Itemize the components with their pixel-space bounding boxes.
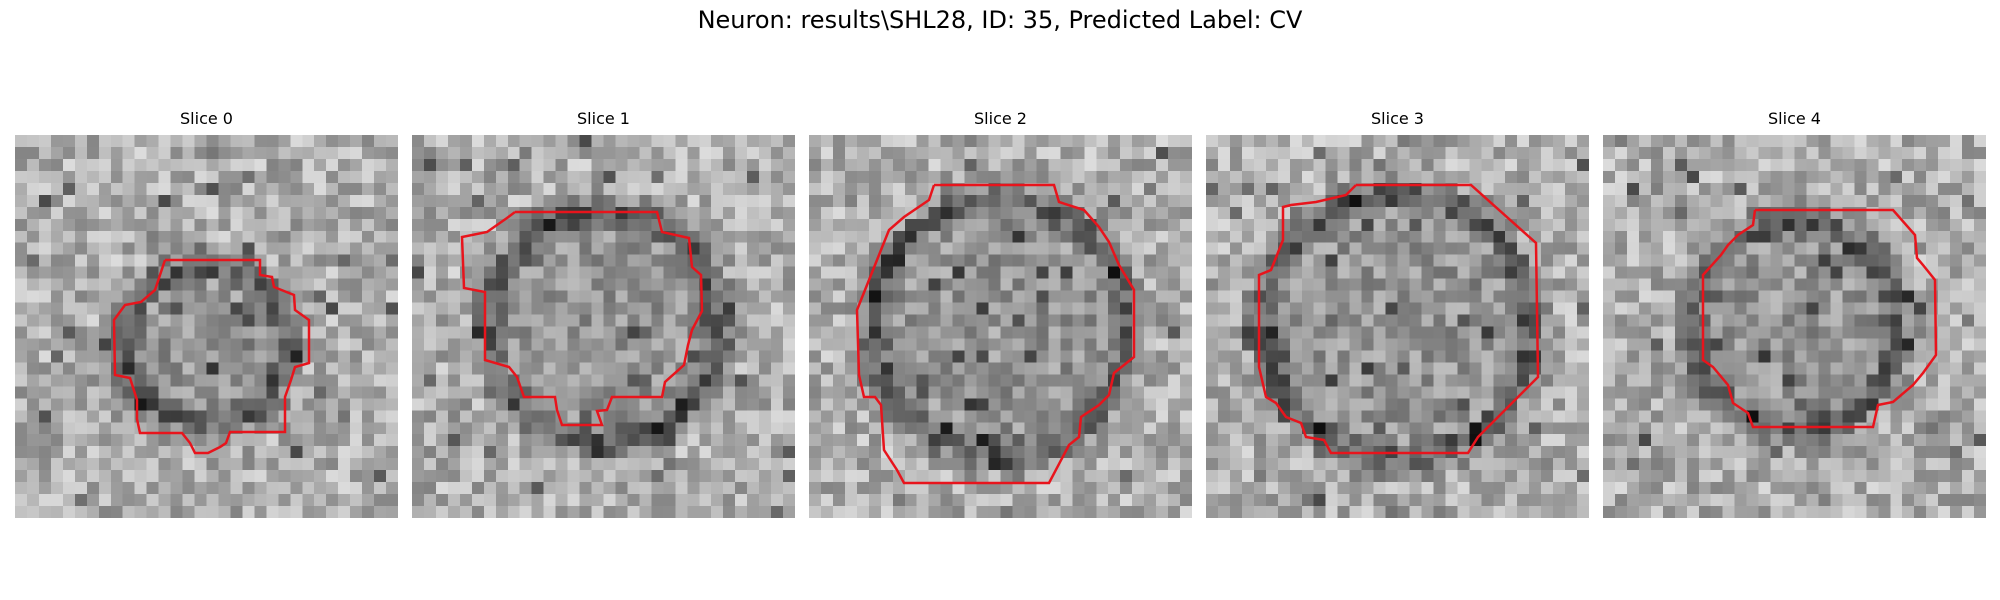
segmentation-contour — [460, 210, 704, 427]
slice-title: Slice 3 — [1371, 109, 1424, 128]
figure-title: Neuron: results\SHL28, ID: 35, Predicted… — [697, 6, 1303, 34]
slice-image — [1603, 135, 1986, 518]
slice-image — [15, 135, 398, 518]
segmentation-contour — [1701, 208, 1938, 429]
grayscale-slice — [809, 135, 1192, 518]
slice-panel-1: Slice 1 — [412, 108, 795, 518]
segmentation-contour — [1257, 183, 1540, 455]
segmentation-contour — [855, 183, 1136, 485]
grayscale-slice — [412, 135, 795, 518]
slice-image — [1206, 135, 1589, 518]
slice-title: Slice 2 — [974, 109, 1027, 128]
slice-panel-3: Slice 3 — [1206, 108, 1589, 518]
slice-image — [412, 135, 795, 518]
slice-panel-2: Slice 2 — [809, 108, 1192, 518]
slice-title: Slice 1 — [577, 109, 630, 128]
slice-image — [809, 135, 1192, 518]
segmentation-contour — [112, 258, 311, 455]
slice-title: Slice 4 — [1768, 109, 1821, 128]
slice-panel-4: Slice 4 — [1603, 108, 1986, 518]
slice-title: Slice 0 — [180, 109, 233, 128]
grayscale-slice — [1603, 135, 1986, 518]
slice-panel-0: Slice 0 — [15, 108, 398, 518]
